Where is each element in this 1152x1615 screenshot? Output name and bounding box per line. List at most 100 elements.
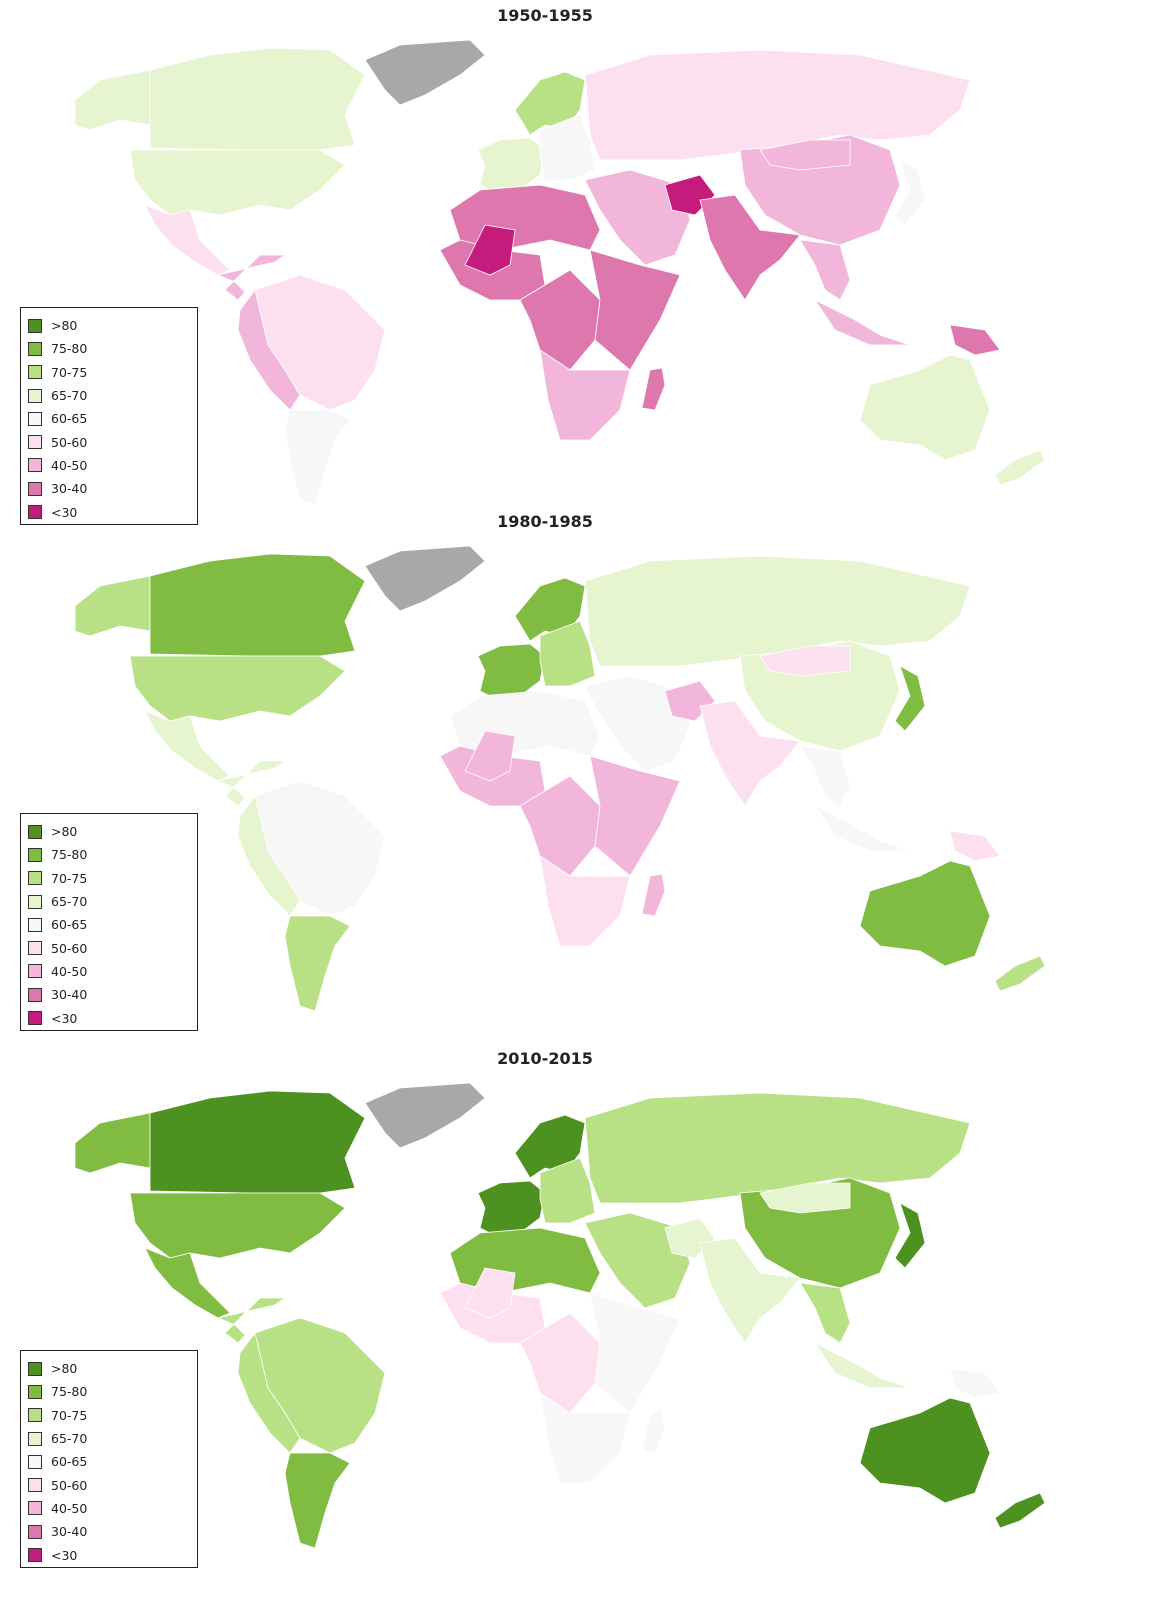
legend-swatch [28,964,42,979]
legend-label: 40-50 [51,457,88,473]
region-mali [464,730,516,782]
region-southeast-asia [799,745,851,807]
region-russia [584,1092,971,1204]
legend-label: 30-40 [51,481,88,497]
legend-label: 50-60 [51,940,88,956]
region-canada [149,553,366,657]
legend-item: 50-60 [28,936,197,959]
legend-swatch [28,388,42,403]
region-western-europe [477,1180,546,1239]
region-alaska [74,575,151,637]
legend-item: <30 [28,1006,197,1029]
region-eastern-europe [539,1157,596,1224]
region-mongolia [759,1182,851,1214]
region-southern-africa [539,855,631,947]
legend-label: 75-80 [51,847,88,863]
region-east-africa [589,755,681,877]
region-mongolia [759,139,851,171]
legend: >80 75-80 70-75 65-70 60-65 50-60 40-50 30-40 <3… [20,307,198,525]
legend-label: 75-80 [51,1384,88,1400]
legend-swatch [28,341,42,356]
region-australia [859,1397,991,1504]
region-usa [129,1192,346,1259]
legend-item: 65-70 [28,890,197,913]
region-indonesia [813,1341,911,1389]
legend-item: >80 [28,1357,197,1380]
legend-swatch [28,1454,42,1469]
region-papua-new-guinea [949,324,1001,356]
legend-label: 60-65 [51,411,88,427]
legend-item: 50-60 [28,430,197,453]
region-indonesia [813,804,911,852]
legend-swatch [28,1524,42,1539]
region-greenland [364,545,486,612]
region-alaska [74,1112,151,1174]
legend-label: 30-40 [51,987,88,1003]
region-new-zealand [994,1492,1046,1529]
region-japan [894,665,926,732]
legend-item: 70-75 [28,867,197,890]
region-southern-cone [284,1452,351,1549]
world-map [74,1082,1046,1549]
region-new-zealand [994,955,1046,992]
map-title: 2010-2015 [497,1049,593,1068]
legend: >80 75-80 70-75 65-70 60-65 50-60 40-50 30-40 <3… [20,1350,198,1568]
legend-label: 30-40 [51,1524,88,1540]
region-north-africa [449,184,601,251]
legend-swatch [28,481,42,496]
region-alaska [74,69,151,131]
legend-label: 65-70 [51,1431,88,1447]
region-japan [894,159,926,226]
region-southern-cone [284,915,351,1012]
legend-swatch [28,435,42,450]
legend-swatch [28,1431,42,1446]
region-middle-east [584,1212,691,1309]
region-usa [129,655,346,722]
region-eastern-europe [539,114,596,181]
region-western-europe [477,137,546,196]
legend-item: 75-80 [28,843,197,866]
region-mali [464,1267,516,1319]
region-greenland [364,39,486,106]
region-middle-east [584,169,691,266]
region-india [699,700,801,807]
map-panel: 1980-1985 >80 75-80 70-75 65-70 60-65 50-60 40-… [0,506,1152,1046]
region-australia [859,354,991,461]
region-central-america [216,760,287,807]
region-east-africa [589,249,681,371]
legend-item: 50-60 [28,1473,197,1496]
region-mali [464,224,516,276]
legend-item: 65-70 [28,384,197,407]
legend-swatch [28,917,42,932]
legend-item: 30-40 [28,983,197,1006]
legend-item: 75-80 [28,1380,197,1403]
legend-swatch [28,871,42,886]
legend-label: 50-60 [51,434,88,450]
region-madagascar [641,873,666,917]
region-mexico [144,204,231,276]
region-mongolia [759,645,851,677]
legend-item: >80 [28,314,197,337]
region-southeast-asia [799,239,851,301]
legend-swatch [28,1011,42,1026]
region-western-europe [477,643,546,702]
legend-swatch [28,505,42,520]
region-japan [894,1202,926,1269]
legend-item: 40-50 [28,454,197,477]
region-new-zealand [994,449,1046,486]
legend-swatch [28,1384,42,1399]
region-mexico [144,710,231,782]
region-southern-africa [539,1392,631,1484]
legend: >80 75-80 70-75 65-70 60-65 50-60 40-50 30-40 <3… [20,813,198,1031]
legend-label: 75-80 [51,341,88,357]
region-india [699,1237,801,1344]
region-scandinavia [514,71,586,136]
legend-item: 30-40 [28,1520,197,1543]
region-andes [237,795,301,917]
region-north-africa [449,690,601,757]
legend-item: 60-65 [28,407,197,430]
legend-label: <30 [51,504,78,520]
legend-label: 60-65 [51,917,88,933]
region-eastern-europe [539,620,596,687]
legend-label: 50-60 [51,1477,88,1493]
